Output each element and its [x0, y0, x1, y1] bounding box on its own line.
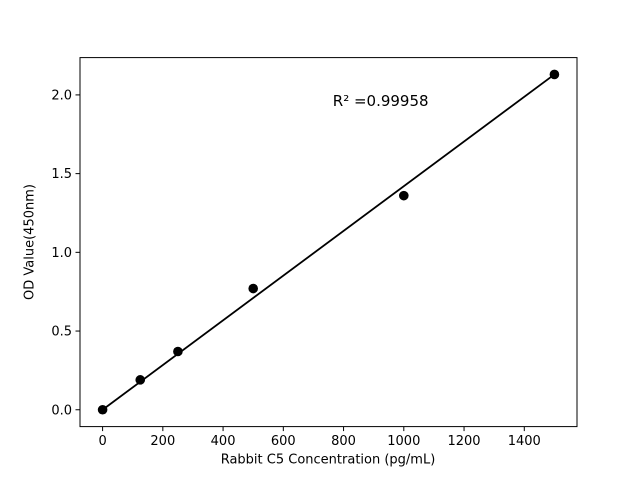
x-axis-label: Rabbit C5 Concentration (pg/mL) [220, 452, 436, 468]
y-tick-label: 0.0 [51, 403, 72, 418]
x-tick-label: 800 [331, 434, 356, 449]
y-axis-label: OD Value(450nm) [22, 184, 38, 300]
x-tick-label: 0 [98, 434, 106, 449]
x-tick-label: 1200 [447, 434, 480, 449]
data-point [549, 69, 560, 80]
x-tick-label: 1000 [387, 434, 420, 449]
data-point [97, 404, 108, 415]
y-tick-label: 2.0 [51, 88, 72, 103]
r-squared-annotation: R² =0.99958 [332, 92, 429, 111]
x-tick-label: 1400 [508, 434, 541, 449]
data-point [248, 283, 258, 294]
x-tick-label: 200 [150, 434, 175, 449]
x-tick-label: 400 [211, 434, 236, 449]
y-tick-label: 1.0 [51, 246, 72, 261]
data-point [173, 346, 183, 357]
x-tick-label: 600 [271, 434, 296, 449]
y-tick-label: 0.5 [51, 325, 72, 340]
y-tick-label: 1.5 [51, 167, 72, 182]
data-point [399, 190, 409, 201]
data-point [135, 375, 146, 385]
